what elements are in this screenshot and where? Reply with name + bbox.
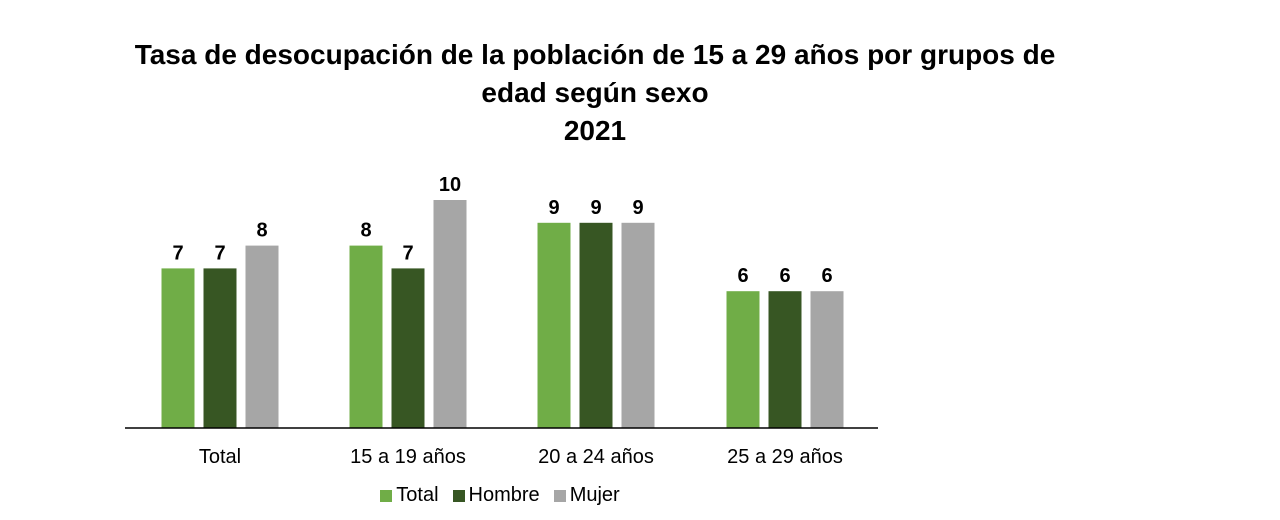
bar-hombre-20-a-24-anos	[579, 222, 613, 428]
bar-mujer-15-a-19-anos	[433, 200, 467, 428]
data-label-total-total: 7	[172, 242, 183, 264]
chart-title-line-1: Tasa de desocupación de la población de …	[134, 39, 1056, 70]
chart-title-line-2: edad según sexo	[481, 77, 709, 108]
bars-layer	[161, 200, 844, 428]
legend-label-hombre: Hombre	[468, 484, 540, 506]
bar-hombre-25-a-29-anos	[768, 291, 802, 428]
category-label-20-a-24-anos: 20 a 24 años	[538, 446, 654, 468]
legend-item-hombre: Hombre	[452, 484, 540, 507]
data-label-total-20-a-24-anos: 9	[548, 197, 559, 219]
data-label-mujer-15-a-19-anos: 10	[439, 174, 461, 196]
data-label-hombre-25-a-29-anos: 6	[779, 265, 790, 287]
legend-swatch-total	[380, 489, 393, 502]
data-label-total-25-a-29-anos: 6	[737, 265, 748, 287]
legend-swatch-hombre	[452, 489, 465, 502]
legend: Total Hombre Mujer	[0, 484, 1000, 507]
category-label-total: Total	[199, 446, 241, 468]
data-label-mujer-20-a-24-anos: 9	[632, 197, 643, 219]
bar-hombre-15-a-19-anos	[391, 268, 425, 428]
legend-swatch-mujer	[553, 489, 566, 502]
chart-title: Tasa de desocupación de la población de …	[60, 36, 1130, 150]
bar-total-20-a-24-anos	[537, 222, 571, 428]
legend-label-mujer: Mujer	[569, 484, 620, 506]
data-label-hombre-total: 7	[214, 242, 225, 264]
data-label-mujer-25-a-29-anos: 6	[821, 265, 832, 287]
legend-label-total: Total	[396, 484, 439, 506]
bar-mujer-25-a-29-anos	[810, 291, 844, 428]
labels-layer: 7 7 8 Total 8 7 10 15 a 19 años 9 9 9 20 a 24 años 6…	[172, 174, 842, 468]
legend-item-total: Total	[380, 484, 439, 507]
category-label-25-a-29-anos: 25 a 29 años	[727, 446, 843, 468]
data-label-total-15-a-19-anos: 8	[360, 220, 371, 242]
bar-total-total	[161, 268, 195, 428]
bar-mujer-total	[245, 245, 279, 428]
category-label-15-a-19-anos: 15 a 19 años	[350, 446, 466, 468]
bar-total-25-a-29-anos	[726, 291, 760, 428]
data-label-hombre-15-a-19-anos: 7	[402, 242, 413, 264]
bar-mujer-20-a-24-anos	[621, 222, 655, 428]
bar-total-15-a-19-anos	[349, 245, 383, 428]
bar-hombre-total	[203, 268, 237, 428]
data-label-mujer-total: 8	[256, 220, 267, 242]
legend-item-mujer: Mujer	[553, 484, 620, 507]
data-label-hombre-20-a-24-anos: 9	[590, 197, 601, 219]
chart-title-line-3: 2021	[563, 115, 627, 146]
